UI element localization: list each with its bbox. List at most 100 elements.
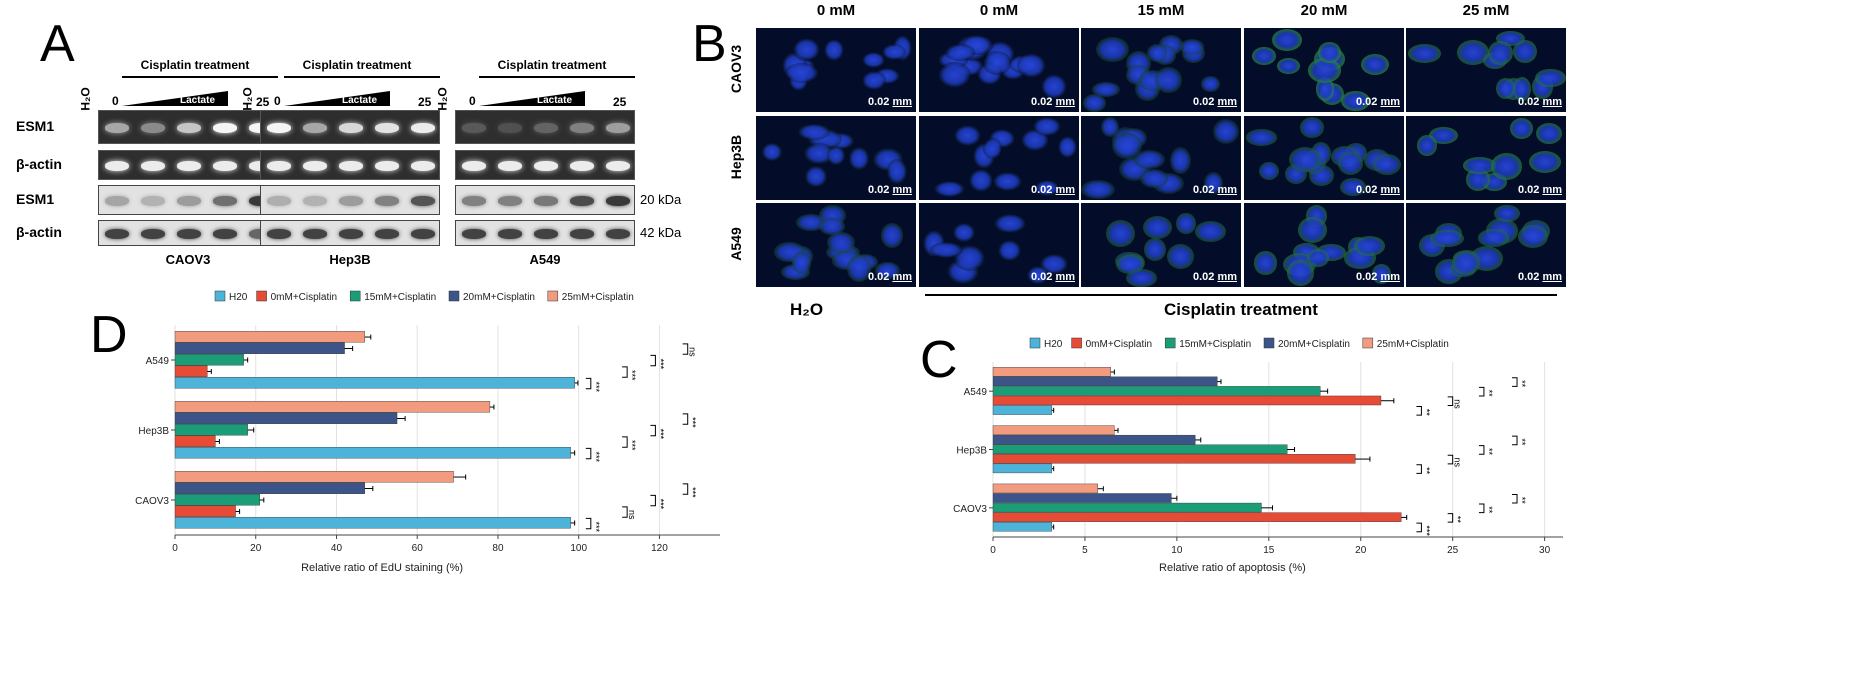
x-tick-label: 80 <box>492 543 504 554</box>
gel-band <box>462 229 486 239</box>
cell-nucleus <box>804 142 834 165</box>
cell-nucleus <box>993 172 1022 192</box>
lactate-wedge <box>284 91 390 106</box>
gel-band <box>462 196 486 206</box>
scale-value: 0.02 <box>1192 96 1218 108</box>
category-label: A549 <box>146 356 170 367</box>
scale-bar: 0.02 mm <box>1356 271 1400 283</box>
fluorescence-image: 0.02 mm <box>1081 28 1241 112</box>
cell-nucleus <box>1033 117 1062 137</box>
gel-band <box>177 161 201 171</box>
category-label: A549 <box>964 387 988 398</box>
cell-nucleus <box>1081 179 1115 200</box>
scale-bar: 0.02 mm <box>1518 184 1562 196</box>
scale-unit: mm <box>1217 96 1237 108</box>
gel-band <box>177 229 201 239</box>
gel-band <box>267 123 291 133</box>
gel-band <box>303 196 327 206</box>
cell-nucleus <box>797 123 830 141</box>
cell-nucleus <box>934 180 966 198</box>
treatment-line <box>479 76 635 78</box>
gel-band <box>339 161 363 171</box>
legend-label: 0mM+Cisplatin <box>271 292 337 303</box>
significance-bracket <box>1512 377 1518 387</box>
gel-band <box>105 161 129 171</box>
significance-bracket <box>650 354 656 367</box>
legend-label: H20 <box>229 292 248 303</box>
lane-zero-label: 0 <box>469 94 476 108</box>
category-label: Hep3B <box>956 446 987 457</box>
scale-value: 0.02 <box>1517 271 1543 283</box>
cell-nucleus <box>1041 74 1067 99</box>
treatment-label: Cisplatin treatment <box>140 58 250 72</box>
gel-band <box>141 196 165 206</box>
cell-nucleus <box>1201 76 1220 92</box>
gel-band <box>606 196 630 206</box>
fluorescence-image: 0.02 mm <box>919 28 1079 112</box>
scale-bar: 0.02 mm <box>868 96 912 108</box>
cell-nucleus <box>846 254 872 282</box>
cell-nucleus <box>1536 123 1563 145</box>
cell-nucleus <box>953 125 981 146</box>
concentration-label: 25 mM <box>1462 2 1510 19</box>
gel-band <box>375 161 399 171</box>
cell-nucleus <box>861 71 887 90</box>
bar-mM15 <box>174 494 260 506</box>
gel-band <box>339 196 363 206</box>
plot-area <box>175 325 720 535</box>
scale-unit: mm <box>1542 96 1562 108</box>
gel-strip <box>455 150 635 180</box>
wedge-label: Lactate <box>342 95 378 106</box>
significance-label: *** <box>655 359 665 370</box>
cell-nucleus <box>1100 117 1119 138</box>
treatment-line <box>284 76 440 78</box>
gel-band <box>375 196 399 206</box>
cell-nucleus <box>785 62 820 84</box>
fluorescence-image: 0.02 mm <box>1406 28 1566 112</box>
fluorescence-image: 0.02 mm <box>1081 203 1241 287</box>
cell-nucleus <box>1195 220 1227 242</box>
cell-nucleus <box>1297 217 1327 244</box>
legend-swatch <box>349 290 361 302</box>
scale-bar: 0.02 mm <box>1518 271 1562 283</box>
legend-label: H20 <box>1044 339 1063 350</box>
fluor-row-label: A549 <box>728 227 744 261</box>
lane-h2o-label: H₂O <box>240 87 255 111</box>
significance-label: ns <box>627 510 637 520</box>
significance-label: ns <box>1453 458 1463 468</box>
scale-unit: mm <box>1380 184 1400 196</box>
gel-strip <box>98 220 278 246</box>
significance-bracket <box>650 494 656 507</box>
scale-bar: 0.02 mm <box>1518 96 1562 108</box>
scale-value: 0.02 <box>1192 184 1218 196</box>
scale-unit: mm <box>892 96 912 108</box>
significance-bracket <box>1416 464 1422 474</box>
gel-band <box>606 229 630 239</box>
cell-nucleus <box>1179 38 1205 55</box>
row-label-2: ESM1 <box>16 191 55 207</box>
h2o-group-label: H₂O <box>790 300 824 319</box>
row-label-1: β-actin <box>16 156 62 172</box>
x-tick-label: 25 <box>1447 545 1459 556</box>
cell-nucleus <box>1258 162 1279 181</box>
fluorescence-image: 0.02 mm <box>1406 203 1566 287</box>
significance-label: *** <box>591 522 601 533</box>
cell-nucleus <box>1277 58 1300 75</box>
scale-unit: mm <box>1380 271 1400 283</box>
bar-mM25 <box>992 425 1115 435</box>
significance-label: ** <box>1517 497 1527 505</box>
x-axis-label: Relative ratio of apoptosis (%) <box>1159 562 1306 574</box>
fluorescence-image: 0.02 mm <box>1244 203 1404 287</box>
x-tick-label: 5 <box>1082 545 1088 556</box>
cell-nucleus <box>1490 153 1522 180</box>
significance-bracket <box>1478 386 1485 397</box>
bar-mM0 <box>992 395 1382 406</box>
treatment-group-label: Cisplatin treatment <box>1164 300 1318 319</box>
bar-mM15 <box>174 354 244 366</box>
fluorescence-image: 0.02 mm <box>1081 116 1241 200</box>
category-label: Hep3B <box>138 426 169 437</box>
lane-zero-label: 0 <box>112 94 119 108</box>
bar-mM0 <box>174 435 216 447</box>
gel-band <box>267 229 291 239</box>
gel-band <box>462 123 486 133</box>
